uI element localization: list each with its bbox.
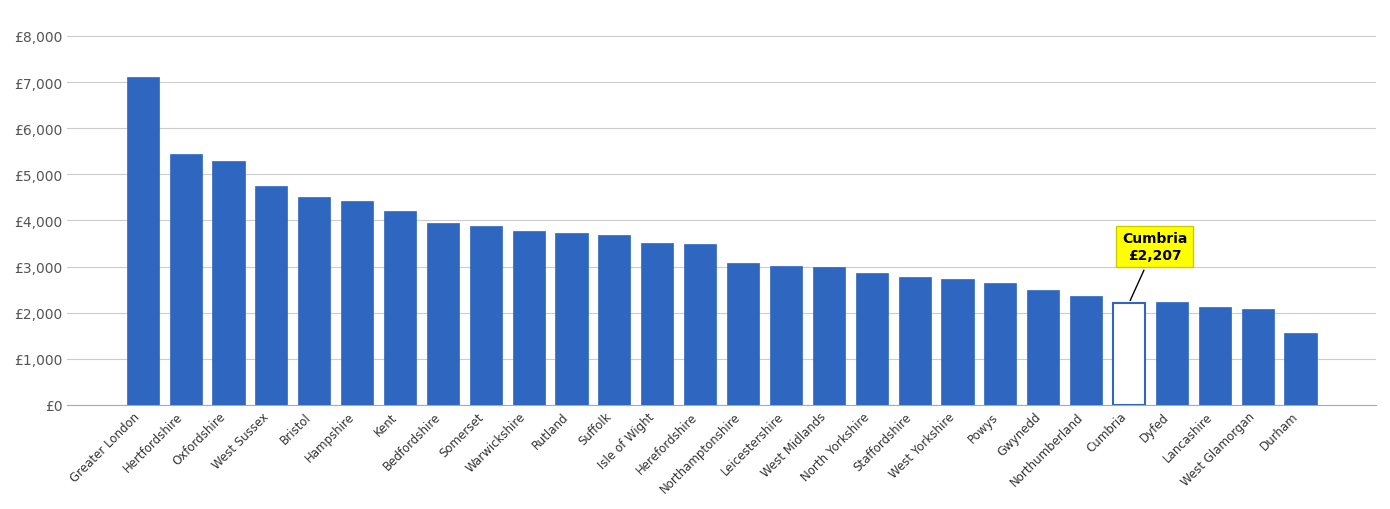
Bar [727,263,759,405]
Bar [556,234,588,405]
Bar [384,212,416,405]
Bar [213,162,245,405]
Bar [856,273,888,405]
Text: Cumbria
£2,207: Cumbria £2,207 [1122,232,1187,301]
Bar [297,198,331,405]
Bar [641,244,673,405]
Bar [1113,303,1145,405]
Bar [1241,310,1273,405]
Bar [1284,333,1316,405]
Bar [341,201,373,405]
Bar [126,78,158,405]
Bar [256,186,288,405]
Bar [427,223,459,405]
Bar [170,154,202,405]
Bar [984,283,1016,405]
Bar [813,268,845,405]
Bar [898,277,931,405]
Bar [470,227,502,405]
Bar [1198,307,1232,405]
Bar [1070,296,1102,405]
Bar [770,266,802,405]
Bar [598,236,631,405]
Bar [513,232,545,405]
Bar [1156,302,1188,405]
Bar [941,280,973,405]
Bar [1027,290,1059,405]
Bar [684,245,716,405]
